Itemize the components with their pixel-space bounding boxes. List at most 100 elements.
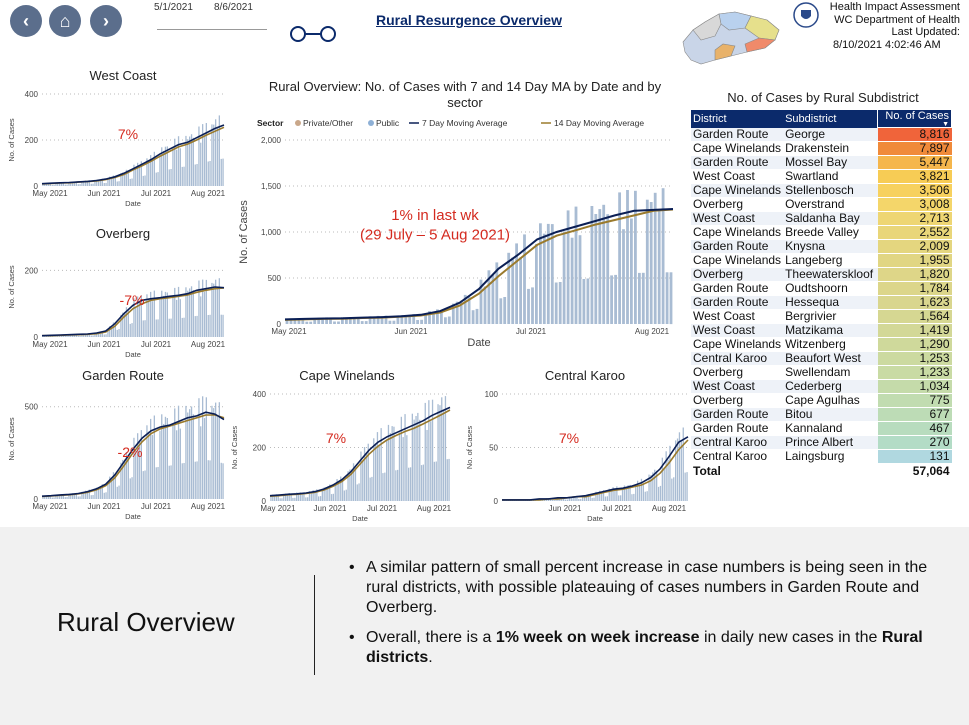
table-row[interactable]: West Coast Swartland 3,821 [691, 169, 952, 184]
bar [341, 480, 344, 501]
table-row[interactable]: Cape Winelands Drakenstein 7,897 [691, 141, 952, 156]
table-row[interactable]: Cape Winelands Langeberg 1,955 [691, 253, 952, 268]
bar [397, 469, 399, 501]
bar [176, 299, 178, 337]
org-line-2: WC Department of Health [834, 13, 960, 26]
central-karoo-chart[interactable]: Central Karoo 0 50 100 Jun 2021 Jul 2021 Aug 2… [458, 366, 690, 528]
annotation-text: 1% in last wk [391, 207, 479, 224]
table-row[interactable]: Cape Winelands Stellenbosch 3,506 [691, 183, 952, 198]
bar [578, 235, 582, 324]
cell-cases: 2,713 [877, 211, 952, 226]
table-row[interactable]: Garden Route George 8,816 [691, 127, 952, 142]
bar [168, 465, 170, 499]
bar [114, 475, 116, 499]
table-row[interactable]: West Coast Cederberg 1,034 [691, 379, 952, 394]
bar [107, 483, 109, 499]
overberg-chart[interactable]: Overberg 0 200 May 2021 Jun 2021 Jul 2021 Aug … [2, 222, 232, 367]
bullet-text-1: A similar pattern of small percent incre… [366, 559, 928, 616]
column-header-cases[interactable]: No. of Cases ▼ [877, 109, 952, 128]
bar [301, 493, 303, 501]
bar [124, 459, 126, 499]
bar [582, 279, 586, 324]
y-axis-label: No. of Cases [230, 426, 239, 470]
bar [642, 483, 644, 501]
bar [60, 494, 63, 499]
bar [142, 320, 144, 337]
main-chart[interactable]: Rural Overview: No. of Cases with 7 and … [235, 74, 685, 356]
table-row[interactable]: Overberg Theewaterskloof 1,820 [691, 267, 952, 282]
bar [129, 478, 131, 499]
home-button[interactable]: ⌂ [49, 5, 81, 37]
y-axis-label: No. of Cases [7, 265, 16, 309]
bar [207, 161, 209, 186]
table-row[interactable]: Central Karoo Prince Albert 270 [691, 435, 952, 450]
cell-subdistrict: Theewaterskloof [783, 267, 878, 282]
bar [362, 461, 364, 501]
bar [550, 224, 554, 324]
chart-title: Rural Overview: No. of Cases with 7 and … [269, 79, 662, 94]
table-row[interactable]: Cape Winelands Witzenberg 1,290 [691, 337, 952, 352]
bar [190, 406, 193, 499]
bar [388, 320, 392, 324]
bar [417, 412, 419, 501]
bar [185, 135, 187, 186]
bar [200, 426, 202, 499]
table-row[interactable]: Garden Route Knysna 2,009 [691, 239, 952, 254]
bar [433, 461, 435, 501]
cell-district: Overberg [691, 197, 784, 212]
table-row[interactable]: Cape Winelands Breede Valley 2,552 [691, 225, 952, 240]
cell-cases: 1,233 [877, 365, 952, 380]
table-row[interactable]: Garden Route Bitou 677 [691, 407, 952, 422]
column-header-district[interactable]: District [691, 109, 784, 128]
cell-cases: 3,506 [877, 183, 952, 198]
column-header-subdistrict[interactable]: Subdistrict [783, 109, 878, 128]
view-toggle[interactable] [289, 25, 337, 43]
bar [527, 288, 530, 324]
bar [90, 495, 92, 499]
table-row[interactable]: Garden Route Kannaland 467 [691, 421, 952, 436]
table-row[interactable]: West Coast Saldanha Bay 2,713 [691, 211, 952, 226]
cell-subdistrict: Langeberg [783, 253, 878, 268]
x-tick-label: Jul 2021 [367, 504, 398, 513]
table-row[interactable]: Garden Route Hessequa 1,623 [691, 295, 952, 310]
bar [389, 433, 391, 501]
date-slider-track[interactable] [157, 29, 267, 30]
bar [487, 270, 491, 324]
bar [507, 252, 511, 324]
bar [174, 408, 176, 499]
bar [148, 298, 150, 337]
table-row[interactable]: Garden Route Oudtshoorn 1,784 [691, 281, 952, 296]
table-row[interactable]: Central Karoo Beaufort West 1,253 [691, 351, 952, 366]
bar [318, 496, 320, 501]
cell-subdistrict: Bitou [783, 407, 878, 422]
forward-button[interactable]: › [90, 5, 122, 37]
bar [172, 425, 174, 499]
bar [652, 472, 654, 501]
y-axis-label: No. of Cases [7, 118, 16, 162]
table-row[interactable]: West Coast Bergrivier 1,564 [691, 309, 952, 324]
bar [55, 182, 57, 186]
bar [448, 458, 450, 501]
cape-winelands-chart[interactable]: Cape Winelands 0 200 400 May 2021 Jun 2021 Jul… [228, 366, 458, 528]
bar [645, 199, 649, 324]
garden-route-chart[interactable]: Garden Route 0 500 May 2021 Jun 2021 Jul 2021… [2, 366, 232, 528]
table-row[interactable]: Overberg Overstrand 3,008 [691, 197, 952, 212]
table-row[interactable]: Overberg Swellendam 1,233 [691, 365, 952, 380]
table-row[interactable]: West Coast Matzikama 1,419 [691, 323, 952, 338]
bar [88, 333, 90, 337]
western-cape-map[interactable] [675, 0, 787, 72]
bar [515, 243, 518, 324]
table-row[interactable]: Garden Route Mossel Bay 5,447 [691, 155, 952, 170]
bar [215, 402, 217, 499]
west-coast-chart[interactable]: West Coast 0 200 400 May 2021 Jun 2021 Jul 202… [2, 66, 232, 214]
back-button[interactable]: ‹ [10, 5, 42, 37]
bar [131, 477, 133, 499]
y-tick-label: 200 [253, 444, 267, 453]
table-row[interactable]: Overberg Cape Agulhas 775 [691, 393, 952, 408]
line-7-day-ma [269, 406, 451, 497]
bar [142, 175, 144, 186]
date-end-input[interactable]: 8/6/2021 [214, 2, 253, 13]
table-row[interactable]: Central Karoo Laingsburg 131 [691, 449, 952, 464]
bullet-text-2a: Overall, there is a [366, 629, 496, 646]
date-start-input[interactable]: 5/1/2021 [154, 2, 193, 13]
